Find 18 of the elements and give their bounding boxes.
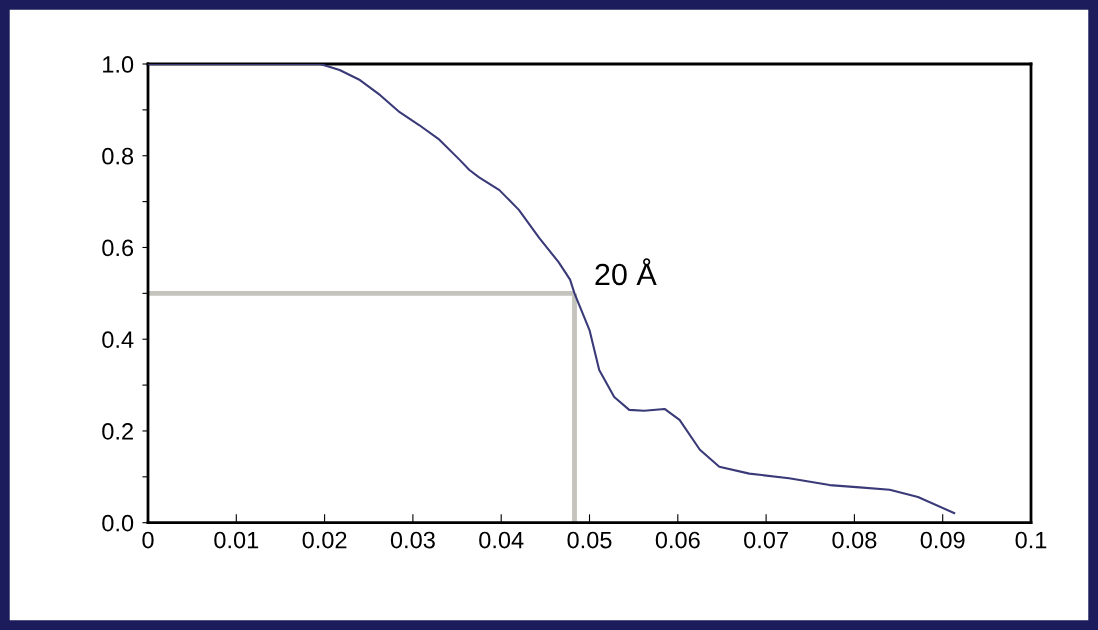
y-tick-label: 1.0 xyxy=(103,56,134,73)
y-tick-label: 0.6 xyxy=(102,239,134,257)
y-tick-label: 0.4 xyxy=(102,331,134,349)
y-tick-label: 0.2 xyxy=(102,423,133,440)
x-tick-label: 0.1 xyxy=(1015,531,1047,549)
y-tick-label: 0.0 xyxy=(102,514,134,532)
x-tick-label: 0.01 xyxy=(214,531,259,549)
x-tick-label: 0.02 xyxy=(302,531,347,549)
x-tick-label: 0.06 xyxy=(655,531,700,549)
annotation: 20 Å xyxy=(595,258,657,286)
x-tick-label: 0.07 xyxy=(744,531,788,549)
x-tick-label: 0.09 xyxy=(920,531,965,549)
x-tick-label: 0.03 xyxy=(390,531,435,549)
x-tick-label: 0.05 xyxy=(567,531,612,549)
y-tick-label: 0.8 xyxy=(102,147,134,165)
x-tick-label: 0 xyxy=(142,531,154,549)
x-tick-label: 0.04 xyxy=(479,531,524,549)
x-tick-label: 0.08 xyxy=(832,531,877,549)
